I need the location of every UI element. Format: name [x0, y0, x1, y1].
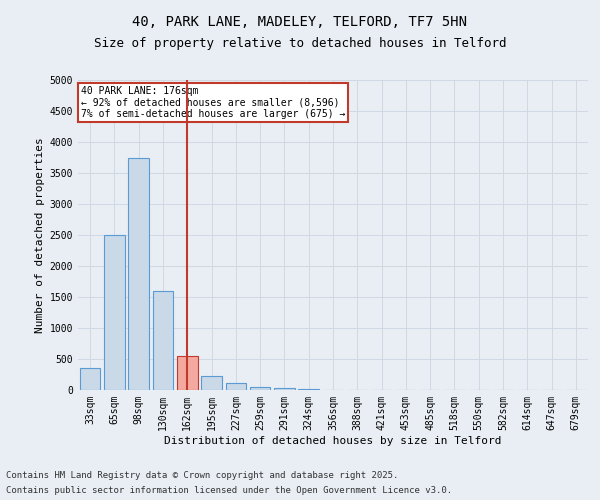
Bar	[298, 389, 319, 390]
Bar	[128, 158, 149, 390]
Bar	[152, 291, 173, 390]
Bar	[226, 383, 246, 390]
Text: Contains HM Land Registry data © Crown copyright and database right 2025.: Contains HM Land Registry data © Crown c…	[6, 471, 398, 480]
Text: 40, PARK LANE, MADELEY, TELFORD, TF7 5HN: 40, PARK LANE, MADELEY, TELFORD, TF7 5HN	[133, 15, 467, 29]
Text: Contains public sector information licensed under the Open Government Licence v3: Contains public sector information licen…	[6, 486, 452, 495]
Bar	[250, 386, 271, 390]
Bar	[80, 368, 100, 390]
Y-axis label: Number of detached properties: Number of detached properties	[35, 137, 46, 333]
Bar	[201, 376, 222, 390]
Bar	[177, 356, 197, 390]
X-axis label: Distribution of detached houses by size in Telford: Distribution of detached houses by size …	[164, 436, 502, 446]
Text: 40 PARK LANE: 176sqm
← 92% of detached houses are smaller (8,596)
7% of semi-det: 40 PARK LANE: 176sqm ← 92% of detached h…	[80, 86, 345, 120]
Text: Size of property relative to detached houses in Telford: Size of property relative to detached ho…	[94, 38, 506, 51]
Bar	[274, 388, 295, 390]
Bar	[104, 235, 125, 390]
